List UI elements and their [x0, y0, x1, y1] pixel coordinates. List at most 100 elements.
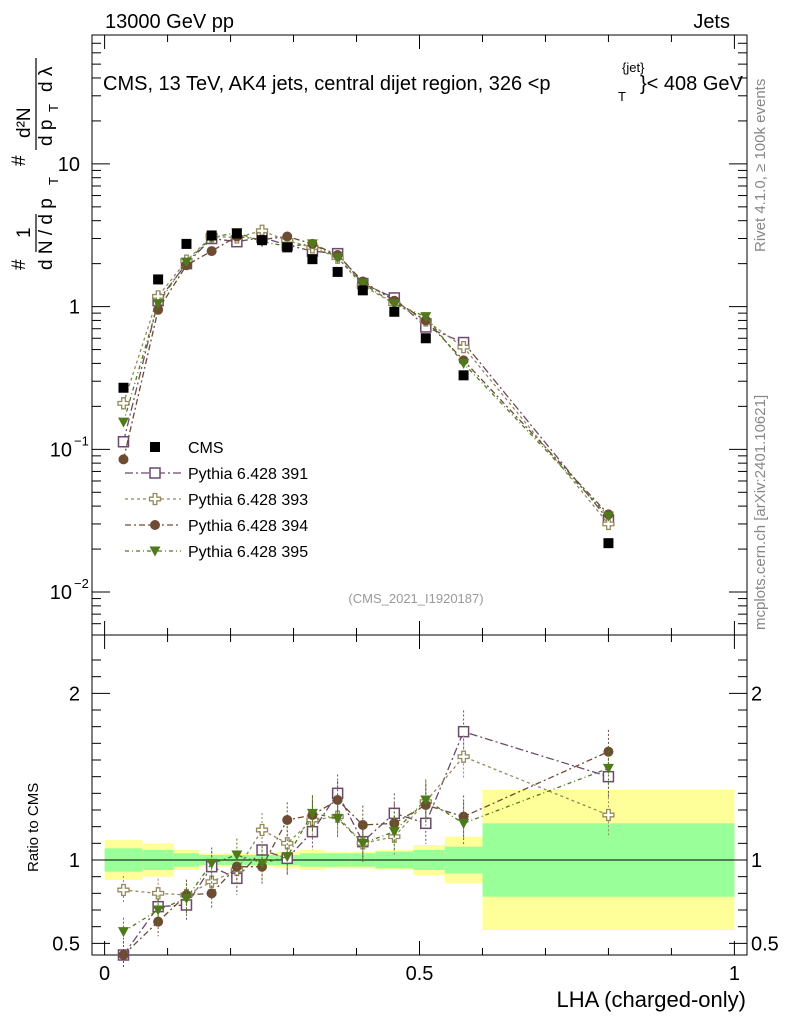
title-main: CMS, 13 TeV, AK4 jets, central dijet reg… [103, 73, 551, 95]
series-line-main [122, 230, 609, 525]
data-point [357, 285, 368, 296]
legend-entry-0: CMS [150, 440, 224, 457]
ylabel-dp: d p [36, 120, 57, 146]
legend-entry-1: Pythia 6.428 391 [125, 466, 308, 483]
main-point [357, 279, 369, 290]
ratio-point [255, 823, 269, 837]
data-point [332, 266, 343, 277]
main-point [117, 435, 130, 448]
main-point [117, 397, 130, 410]
main-point [420, 312, 432, 323]
y-tick-label-ratio: 1 [69, 850, 80, 872]
legend-label: Pythia 6.428 393 [188, 492, 308, 509]
ylabel-d2N: d²N [14, 107, 35, 138]
legend-marker [150, 442, 160, 452]
y-tick-label-ratio: 2 [69, 683, 80, 705]
legend: CMS Pythia 6.428 391 Pythia 6.428 393 Pythi… [125, 440, 308, 561]
x-tick-label: 0 [99, 963, 110, 985]
title-subscript: T [618, 89, 626, 104]
ylabel-hash-1: # [9, 259, 30, 270]
mcplots-label: mcplots.cern.ch [arXiv:2401.10621] [752, 395, 769, 630]
ratio-point [153, 916, 164, 927]
legend-label: Pythia 6.428 395 [188, 544, 308, 561]
legend-marker [149, 546, 161, 557]
x-tick-label: 0.5 [406, 963, 434, 985]
analysis-id: (CMS_2021_I1920187) [348, 591, 483, 606]
main-point [332, 253, 344, 264]
data-point [603, 538, 614, 549]
title-end: }< 408 GeV [640, 73, 744, 95]
ylabel-one: 1 [14, 227, 35, 238]
ratio-point [180, 893, 192, 904]
data-point [282, 242, 293, 253]
ratio-point [306, 808, 318, 819]
data-point [420, 333, 431, 344]
legend-label: Pythia 6.428 391 [188, 466, 308, 483]
main-y-label: # 1 d N / d p T # d²N d p T d λ [9, 58, 61, 270]
legend-entry-3: Pythia 6.428 394 [125, 518, 308, 535]
ratio-point [151, 887, 165, 900]
data-point [231, 228, 242, 239]
legend-entry-4: Pythia 6.428 395 [125, 544, 308, 561]
data-point [181, 238, 192, 249]
main-point [282, 231, 293, 242]
main-point [458, 358, 470, 369]
data-point [389, 306, 400, 317]
main-point [602, 517, 615, 531]
ratio-y-label: Ratio to CMS [25, 783, 42, 872]
ratio-point [117, 883, 130, 897]
ylabel-sub-T2: T [46, 104, 61, 112]
ratio-point [281, 852, 293, 863]
data-point [153, 274, 164, 285]
y-tick-label-ratio: 0.5 [52, 933, 80, 955]
header-left: 13000 GeV pp [105, 11, 234, 33]
series-data [118, 228, 614, 549]
ratio-point [118, 950, 129, 960]
y-tick-label-ratio-right: 1 [751, 850, 762, 872]
y-tick-label-exp: −1 [74, 433, 89, 448]
ratio-point [282, 815, 293, 825]
ratio-point [152, 905, 164, 916]
title-superscript: {jet} [622, 60, 645, 75]
legend-marker [150, 520, 160, 530]
x-tick-label: 1 [729, 963, 740, 985]
main-point [117, 417, 129, 428]
main-point [306, 239, 318, 250]
y-tick-label-main: 10 [58, 154, 80, 176]
main-point [153, 304, 164, 315]
ratio-point [388, 827, 400, 838]
y-tick-label-main: 10 [50, 439, 72, 461]
series-line-ratio [123, 751, 609, 956]
y-tick-label-main: 1 [69, 297, 80, 319]
legend-entry-2: Pythia 6.428 393 [125, 492, 308, 509]
series-4 [117, 228, 614, 946]
x-axis-label: LHA (charged-only) [556, 987, 746, 1012]
y-tick-label-exp: −2 [74, 576, 89, 591]
y-tick-label-ratio-right: 2 [751, 683, 762, 705]
header-right: Jets [693, 11, 730, 33]
ratio-point [231, 850, 243, 861]
ylabel-dlambda: d λ [36, 66, 57, 92]
data-point [458, 370, 469, 381]
series-layer [117, 224, 615, 969]
main-point [457, 340, 470, 354]
ratio-point [332, 813, 344, 824]
legend-marker [149, 467, 161, 479]
ratio-point [389, 818, 400, 829]
ratio-point [256, 858, 268, 869]
main-point [118, 454, 129, 465]
data-point [118, 382, 129, 393]
series-line-ratio [123, 767, 609, 933]
ratio-point [602, 763, 614, 774]
ratio-point [458, 818, 470, 829]
ratio-point [457, 725, 470, 738]
main-point [180, 257, 192, 268]
ratio-point [357, 838, 369, 849]
ratio-point [457, 750, 470, 763]
ratio-point [420, 795, 432, 806]
main-point [152, 299, 164, 310]
data-point [307, 254, 318, 265]
ratio-point [602, 808, 615, 822]
main-point [602, 511, 614, 522]
